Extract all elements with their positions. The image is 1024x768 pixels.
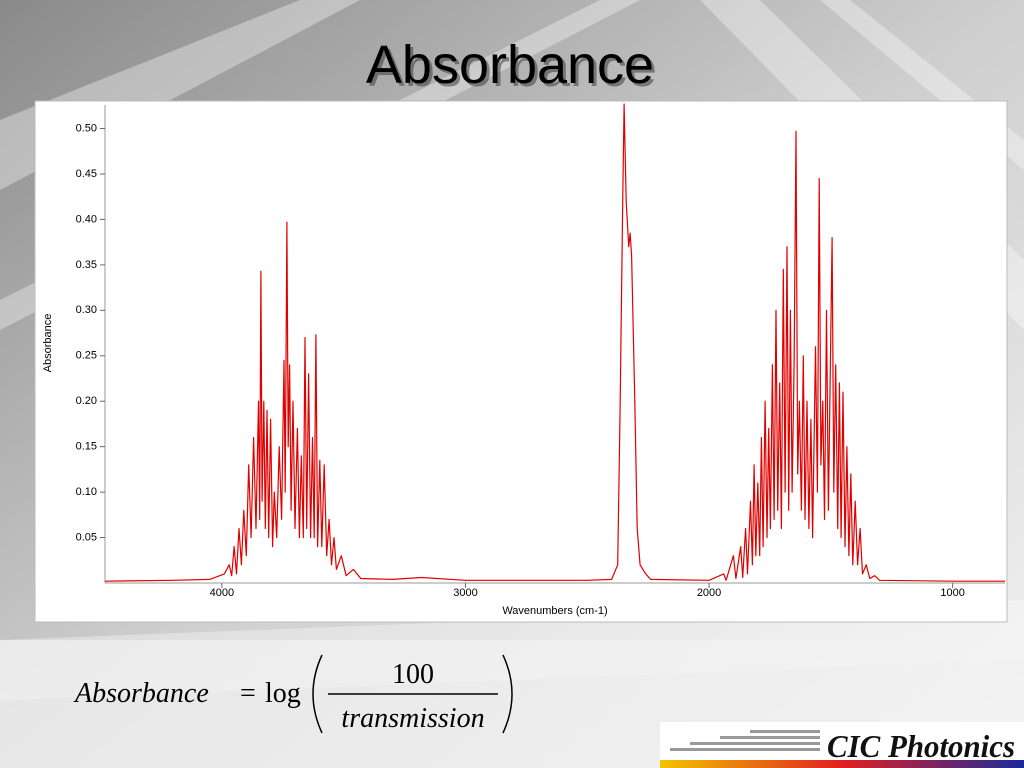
formula-func: log	[265, 678, 301, 709]
y-tick-label: 0.40	[76, 213, 97, 225]
y-axis-label: Absorbance	[42, 314, 54, 373]
title-shadow: Absorbance	[369, 38, 657, 98]
paren-left	[312, 654, 323, 734]
y-tick-label: 0.25	[76, 350, 97, 362]
logo-bar	[660, 760, 1024, 768]
y-tick-label: 0.30	[76, 304, 97, 316]
formula-equals: =	[240, 678, 256, 709]
x-tick-label: 3000	[453, 587, 477, 599]
x-tick-label: 2000	[697, 587, 721, 599]
formula-numerator: 100	[392, 659, 434, 690]
slide-title: Absorbance	[366, 35, 654, 95]
y-tick-label: 0.05	[76, 531, 97, 543]
y-tick-label: 0.10	[76, 486, 97, 498]
logo-dots	[670, 730, 820, 751]
formula-lhs: Absorbance	[73, 678, 209, 709]
logo: CIC Photonics	[660, 722, 1024, 768]
x-axis-label: Wavenumbers (cm-1)	[502, 605, 607, 617]
formula: Absorbance = log 100 transmission	[73, 654, 513, 734]
y-tick-label: 0.20	[76, 395, 97, 407]
logo-text: CIC Photonics	[827, 728, 1015, 764]
y-tick-label: 0.35	[76, 259, 97, 271]
spectrum-line	[104, 103, 1005, 582]
y-tick-label: 0.45	[76, 168, 97, 180]
x-tick-label: 4000	[210, 587, 234, 599]
formula-denominator: transmission	[341, 703, 484, 734]
paren-right	[502, 654, 513, 734]
x-tick-label: 1000	[940, 587, 964, 599]
y-tick-label: 0.50	[76, 122, 97, 134]
y-tick-label: 0.15	[76, 441, 97, 453]
